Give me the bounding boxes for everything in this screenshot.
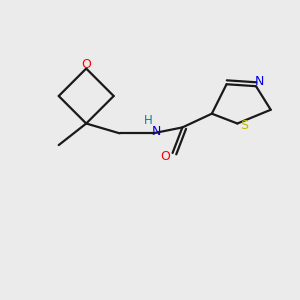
Text: N: N [255,75,265,88]
Text: H: H [144,114,152,127]
Text: N: N [152,125,162,138]
Text: O: O [81,58,91,71]
Text: S: S [240,119,248,132]
Text: O: O [160,150,170,164]
